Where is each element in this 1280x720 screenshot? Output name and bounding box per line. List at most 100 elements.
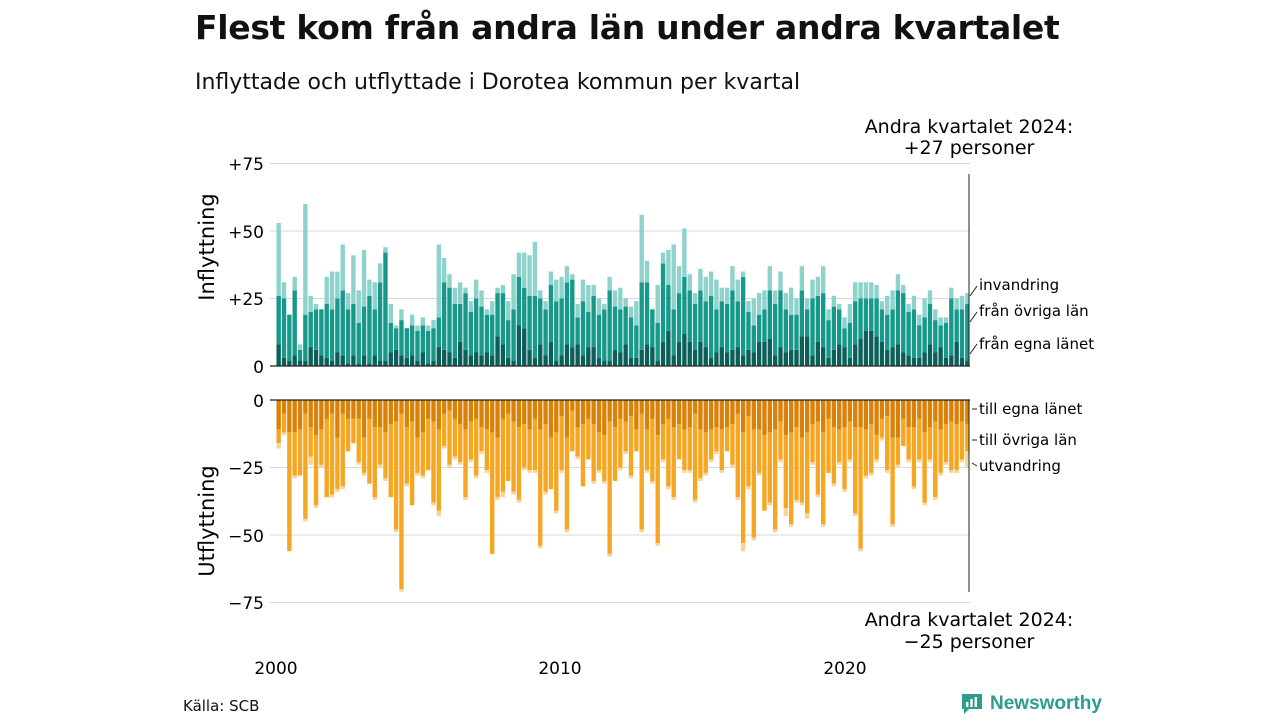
bar-in-egna_in (724, 352, 730, 366)
bar-out-egna_ut (516, 400, 522, 427)
bar-out-ovriga_ut (788, 432, 794, 525)
bar-in-egna_in (612, 349, 618, 366)
bar-in-invandring (927, 290, 933, 304)
bar-out-egna_ut (522, 400, 527, 425)
bar-in-invandring (708, 271, 714, 296)
bar-in-invandring (628, 306, 634, 318)
bar-in-invandring (602, 303, 607, 310)
bar-in-invandring (527, 255, 532, 296)
bar-out-utvandring (698, 478, 703, 481)
bar-out-egna_ut (837, 400, 842, 430)
bar-in-invandring (671, 244, 676, 310)
bar-out-utvandring (874, 459, 879, 463)
bar-out-ovriga_ut (938, 429, 943, 473)
bar-out-utvandring (474, 475, 479, 479)
bar-out-utvandring (895, 464, 901, 468)
bar-in-ovriga_in (634, 325, 639, 358)
bar-in-invandring (826, 309, 831, 321)
bar-in-egna_in (607, 360, 612, 366)
bar-out-utvandring (281, 432, 287, 436)
bar-in-egna_in (425, 363, 431, 366)
bar-in-invandring (949, 287, 954, 299)
bar-out-egna_ut (831, 400, 837, 427)
bar-out-utvandring (559, 470, 564, 473)
bar-out-ovriga_ut (287, 432, 292, 552)
bar-in-egna_in (623, 344, 628, 366)
bar-out-ovriga_ut (804, 432, 810, 514)
bar-in-invandring (901, 285, 906, 294)
bar-in-egna_in (618, 352, 623, 366)
bar-in-ovriga_in (911, 309, 917, 358)
bar-out-egna_ut (804, 400, 810, 433)
bar-out-egna_ut (292, 400, 297, 433)
bar-in-egna_in (756, 341, 762, 366)
bar-in-invandring (468, 301, 474, 312)
bar-out-ovriga_ut (879, 418, 885, 438)
bar-out-ovriga_ut (548, 437, 554, 490)
bar-out-utvandring (452, 456, 458, 460)
bar-out-egna_ut (933, 400, 938, 422)
bar-out-egna_ut (361, 400, 367, 438)
bar-out-ovriga_ut (356, 418, 361, 463)
bar-in-ovriga_in (484, 314, 490, 353)
bar-out-utvandring (810, 462, 815, 465)
bar-in-invandring (420, 317, 425, 326)
bar-out-ovriga_ut (612, 427, 618, 481)
bar-out-ovriga_ut (377, 427, 383, 465)
bar-in-egna_in (393, 349, 399, 366)
bar-in-ovriga_in (516, 276, 522, 326)
bar-out-utvandring (479, 451, 484, 454)
bar-out-egna_ut (847, 400, 853, 422)
bar-out-ovriga_ut (420, 432, 425, 476)
bar-in-invandring (532, 241, 538, 296)
y-tick-top-50: +50 (228, 223, 264, 243)
bar-in-ovriga_in (570, 279, 575, 348)
bar-out-ovriga_ut (949, 421, 954, 471)
bar-in-egna_in (340, 355, 345, 366)
bar-out-ovriga_ut (644, 429, 650, 471)
bar-in-ovriga_in (522, 287, 527, 329)
bar-in-invandring (441, 258, 447, 283)
bar-in-egna_in (559, 355, 564, 366)
bar-in-ovriga_in (457, 303, 463, 342)
bar-in-ovriga_in (858, 298, 863, 339)
bar-in-ovriga_in (885, 314, 890, 350)
grid-lines (270, 163, 970, 603)
bar-out-utvandring (943, 462, 949, 465)
bar-in-egna_in (506, 357, 511, 366)
bar-in-egna_in (746, 349, 751, 366)
bar-out-egna_ut (559, 400, 564, 417)
y-axis-label-utflyttning: Utflyttning (195, 465, 219, 577)
bar-out-utvandring (740, 543, 746, 552)
bar-in-ovriga_in (901, 293, 906, 353)
bar-out-egna_ut (324, 400, 329, 419)
bar-out-ovriga_ut (522, 424, 527, 468)
bar-out-egna_ut (901, 400, 906, 419)
bar-out-egna_ut (927, 400, 933, 427)
bar-in-egna_in (543, 355, 548, 366)
bar-in-egna_in (447, 352, 452, 366)
bar-out-ovriga_ut (618, 418, 623, 468)
bar-out-egna_ut (740, 400, 746, 433)
bar-in-invandring (623, 298, 628, 307)
bar-in-egna_in (431, 360, 436, 366)
bar-in-ovriga_in (319, 309, 324, 356)
bar-out-utvandring (735, 497, 740, 500)
bar-in-invandring (954, 298, 959, 310)
bar-in-egna_in (319, 355, 324, 366)
y-tick-bottom-0: 0 (253, 392, 264, 412)
newsworthy-icon (962, 694, 982, 714)
bar-in-ovriga_in (853, 301, 858, 345)
bar-in-egna_in (698, 341, 703, 366)
bar-out-ovriga_ut (276, 429, 281, 444)
legend-leader-egna-in (969, 343, 978, 355)
bar-out-ovriga_ut (730, 424, 735, 465)
bar-in-egna_in (682, 333, 687, 366)
bar-in-ovriga_in (772, 303, 778, 356)
bar-out-utvandring (682, 470, 687, 473)
bar-out-egna_ut (869, 400, 874, 425)
bar-out-egna_ut (687, 400, 692, 427)
bar-out-utvandring (319, 464, 324, 468)
bar-in-invandring (543, 301, 548, 310)
bar-out-ovriga_ut (313, 435, 319, 506)
